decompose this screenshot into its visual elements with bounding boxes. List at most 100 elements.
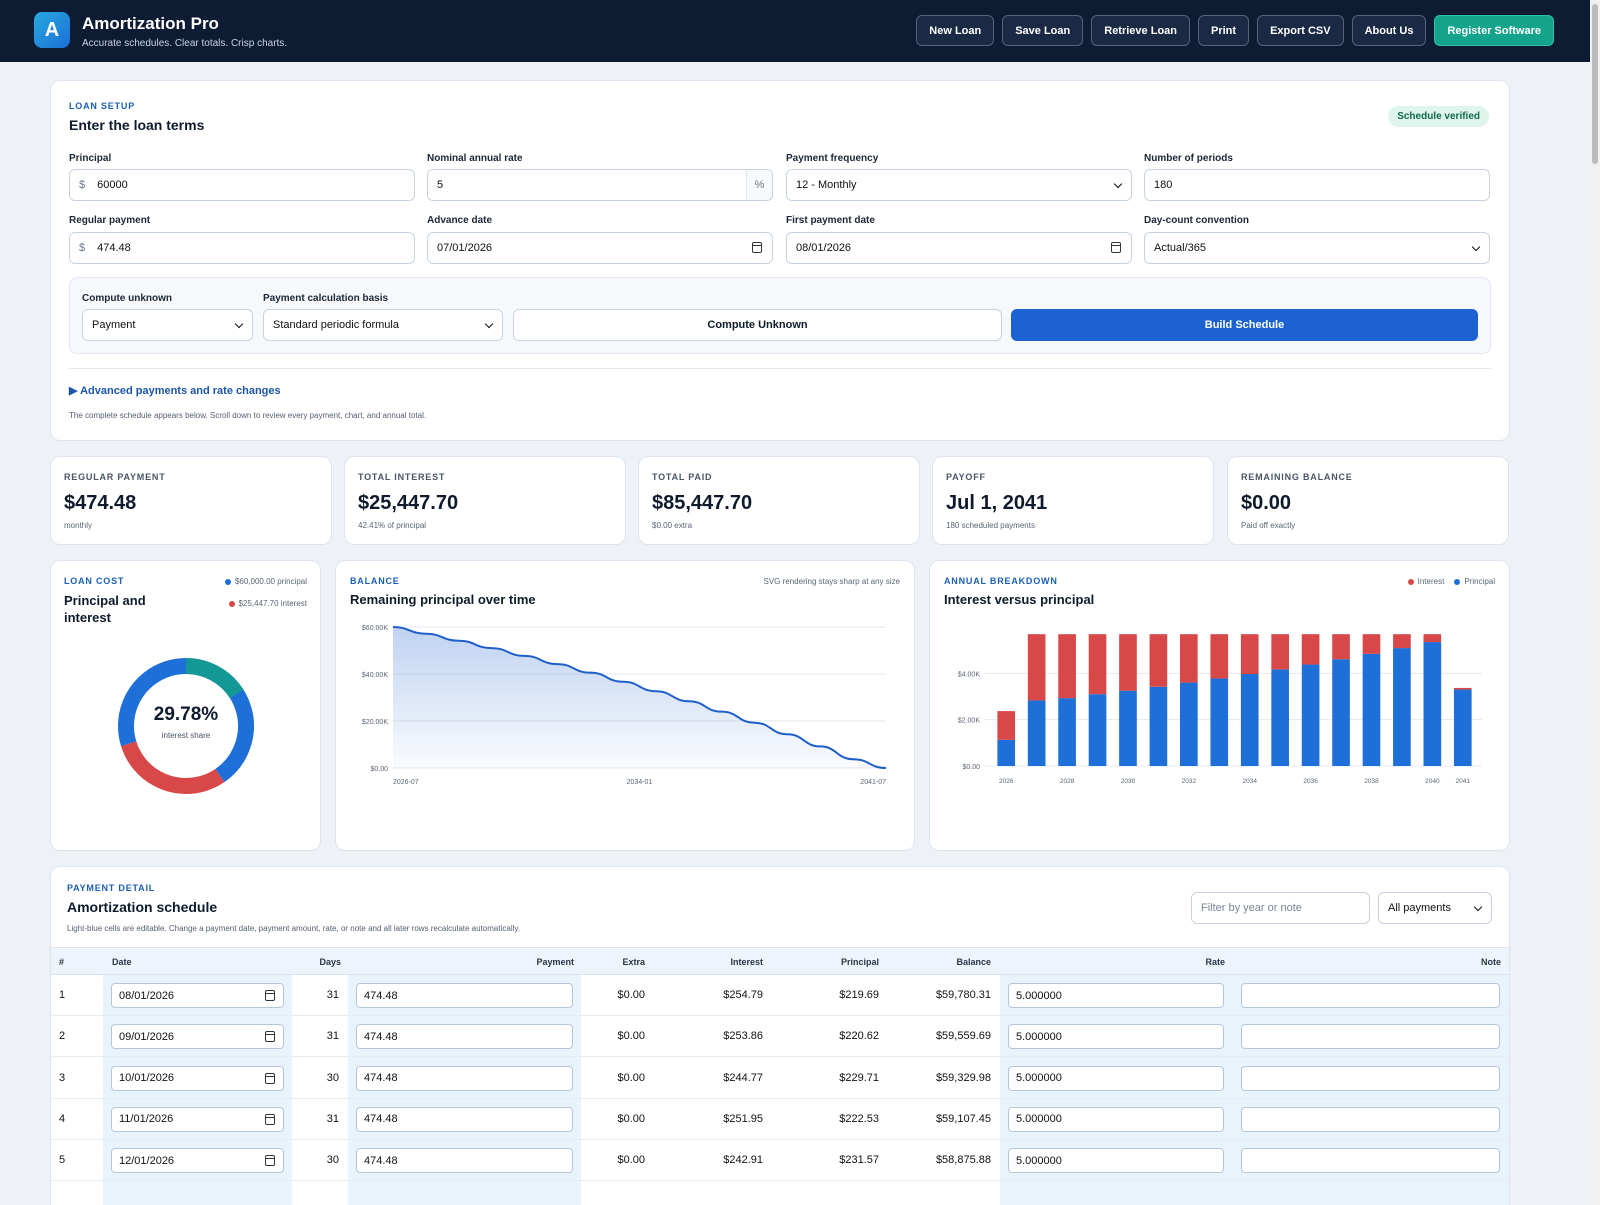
calendar-icon[interactable] bbox=[752, 242, 762, 253]
print-button[interactable]: Print bbox=[1198, 15, 1250, 46]
row-note-input[interactable] bbox=[1241, 1148, 1500, 1174]
new-loan-button[interactable]: New Loan bbox=[916, 15, 995, 46]
day-count-select[interactable]: Actual/365 bbox=[1144, 232, 1490, 264]
advance-date-input[interactable]: 07/01/2026 bbox=[427, 232, 773, 264]
row-payment-input[interactable]: 474.48 bbox=[356, 1065, 573, 1091]
day-count-label: Day-count convention bbox=[1144, 215, 1250, 226]
calendar-icon[interactable] bbox=[265, 1155, 275, 1167]
row-extra: $0.00 bbox=[617, 1071, 645, 1084]
first-payment-date-input[interactable]: 08/01/2026 bbox=[786, 232, 1132, 264]
rate-input[interactable]: 5 % bbox=[427, 169, 773, 201]
stat-value: $85,447.70 bbox=[652, 492, 753, 514]
filter-placeholder: Filter by year or note bbox=[1201, 902, 1302, 914]
regular-payment-label: Regular payment bbox=[69, 215, 151, 226]
calendar-icon[interactable] bbox=[265, 1031, 275, 1043]
donut-center-label: interest share bbox=[161, 731, 211, 740]
setup-divider bbox=[69, 368, 1491, 369]
x-tick-label: 2038 bbox=[1364, 778, 1379, 785]
retrieve-loan-button[interactable]: Retrieve Loan bbox=[1091, 15, 1190, 46]
calendar-icon[interactable] bbox=[1111, 242, 1121, 253]
regular-payment-input[interactable]: $ 474.48 bbox=[69, 232, 415, 264]
donut-accent-arc bbox=[118, 658, 254, 794]
table-row: 3 10/01/2026 30 474.48 $0.00 $244.77 $229.71 $5… bbox=[51, 1058, 1509, 1099]
row-note-input[interactable] bbox=[1241, 1065, 1500, 1091]
row-date-input[interactable]: 10/01/2026 bbox=[111, 1065, 284, 1091]
bar-principal-2041 bbox=[1453, 689, 1472, 766]
bar-principal-2028 bbox=[1058, 698, 1076, 766]
row-rate-input[interactable]: 5.000000 bbox=[1008, 1148, 1224, 1174]
stat-card-remaining-balance: REMAINING BALANCE $0.00 Paid off exactly bbox=[1227, 456, 1509, 545]
calc-basis-select[interactable]: Standard periodic formula bbox=[263, 309, 503, 341]
row-payment-input[interactable]: 474.48 bbox=[356, 1106, 573, 1132]
export-csv-button[interactable]: Export CSV bbox=[1257, 15, 1344, 46]
row-date-input[interactable]: 12/01/2026 bbox=[111, 1148, 284, 1174]
scrollbar-thumb[interactable] bbox=[1592, 4, 1598, 164]
row-rate-input[interactable]: 5.000000 bbox=[1008, 1024, 1224, 1050]
bar-principal-2040 bbox=[1423, 642, 1442, 766]
principal-label: Principal bbox=[69, 153, 112, 164]
bar-principal-2035 bbox=[1271, 669, 1289, 766]
build-schedule-button[interactable]: Build Schedule bbox=[1011, 309, 1478, 341]
row-note-input[interactable] bbox=[1241, 1024, 1500, 1050]
y-tick-label: $40.00K bbox=[362, 672, 388, 679]
bar-interest-2028 bbox=[1058, 634, 1076, 699]
row-date-input[interactable]: 08/01/2026 bbox=[111, 983, 284, 1008]
legend-interest-text: Interest bbox=[1417, 577, 1445, 586]
first-payment-date-value: 08/01/2026 bbox=[796, 242, 852, 254]
bar-principal-2039 bbox=[1393, 648, 1411, 766]
header-payment: Payment bbox=[536, 957, 574, 967]
calendar-icon[interactable] bbox=[265, 990, 275, 1001]
compute-unknown-select[interactable]: Payment bbox=[82, 309, 253, 341]
row-rate-input[interactable]: 5.000000 bbox=[1008, 983, 1224, 1008]
row-date-value: 10/01/2026 bbox=[119, 1072, 175, 1085]
balance-note: SVG rendering stays sharp at any size bbox=[763, 577, 900, 586]
bar-interest-2038 bbox=[1362, 634, 1381, 654]
y-tick-label: $0.00 bbox=[370, 766, 388, 773]
page-scrollbar[interactable] bbox=[1590, 0, 1600, 1205]
row-payment-input[interactable]: 474.48 bbox=[356, 983, 573, 1008]
row-date-input[interactable]: 11/01/2026 bbox=[111, 1106, 284, 1132]
loan-setup-card: LOAN SETUP Enter the loan terms Schedule… bbox=[50, 80, 1510, 441]
advanced-options-toggle[interactable]: ▶ Advanced payments and rate changes bbox=[69, 385, 281, 397]
row-days: 30 bbox=[326, 1154, 339, 1167]
row-rate-input[interactable]: 5.000000 bbox=[1008, 1065, 1224, 1091]
calendar-icon[interactable] bbox=[265, 1113, 275, 1125]
row-principal: $220.62 bbox=[839, 1030, 879, 1043]
about-button[interactable]: About Us bbox=[1351, 15, 1427, 46]
row-payment-value: 474.48 bbox=[364, 1113, 398, 1126]
bar-principal-2027 bbox=[1027, 700, 1046, 766]
chevron-down-icon bbox=[234, 319, 244, 329]
app-logo: A bbox=[34, 12, 70, 48]
row-interest: $242.91 bbox=[723, 1154, 763, 1167]
row-payment-value: 474.48 bbox=[364, 1072, 398, 1085]
bar-interest-2033 bbox=[1210, 634, 1229, 679]
frequency-select[interactable]: 12 - Monthly bbox=[786, 169, 1132, 201]
schedule-filter-select[interactable]: All payments bbox=[1378, 892, 1492, 924]
top-nav: New Loan Save Loan Retrieve Loan Print E… bbox=[916, 15, 1554, 46]
save-loan-button[interactable]: Save Loan bbox=[1002, 15, 1084, 46]
calendar-icon[interactable] bbox=[265, 1072, 275, 1084]
register-software-button[interactable]: Register Software bbox=[1434, 15, 1554, 46]
row-note-input[interactable] bbox=[1241, 983, 1500, 1008]
y-tick-label: $20.00K bbox=[362, 719, 388, 726]
compute-unknown-button[interactable]: Compute Unknown bbox=[513, 309, 1002, 341]
bar-principal-2037 bbox=[1332, 659, 1350, 766]
row-date-input[interactable]: 09/01/2026 bbox=[111, 1024, 284, 1050]
row-rate-input[interactable]: 5.000000 bbox=[1008, 1106, 1224, 1132]
row-extra: $0.00 bbox=[617, 1030, 645, 1043]
row-date-value: 09/01/2026 bbox=[119, 1030, 175, 1043]
row-payment-input[interactable]: 474.48 bbox=[356, 1148, 573, 1174]
header-interest: Interest bbox=[730, 957, 763, 967]
row-extra: $0.00 bbox=[617, 1112, 645, 1125]
app-subtitle: Accurate schedules. Clear totals. Crisp … bbox=[82, 38, 288, 49]
principal-input[interactable]: $ 60000 bbox=[69, 169, 415, 201]
row-payment-input[interactable]: 474.48 bbox=[356, 1024, 573, 1050]
bar-principal-2033 bbox=[1210, 678, 1229, 766]
periods-input[interactable]: 180 bbox=[1144, 169, 1490, 201]
rate-label: Nominal annual rate bbox=[427, 153, 523, 164]
bar-interest-2027 bbox=[1027, 634, 1046, 701]
schedule-filter-input[interactable]: Filter by year or note bbox=[1191, 892, 1370, 924]
row-note-input[interactable] bbox=[1241, 1106, 1500, 1132]
frequency-value: 12 - Monthly bbox=[796, 179, 857, 191]
bar-principal-2031 bbox=[1149, 686, 1168, 766]
